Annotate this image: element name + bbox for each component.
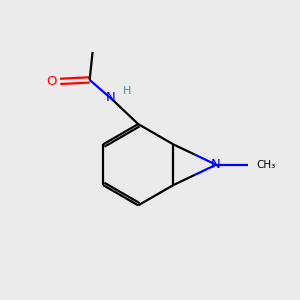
Text: H: H	[123, 86, 131, 96]
Text: N: N	[105, 91, 115, 104]
Text: N: N	[211, 158, 221, 171]
Text: CH₃: CH₃	[257, 160, 276, 170]
Text: O: O	[46, 75, 57, 88]
